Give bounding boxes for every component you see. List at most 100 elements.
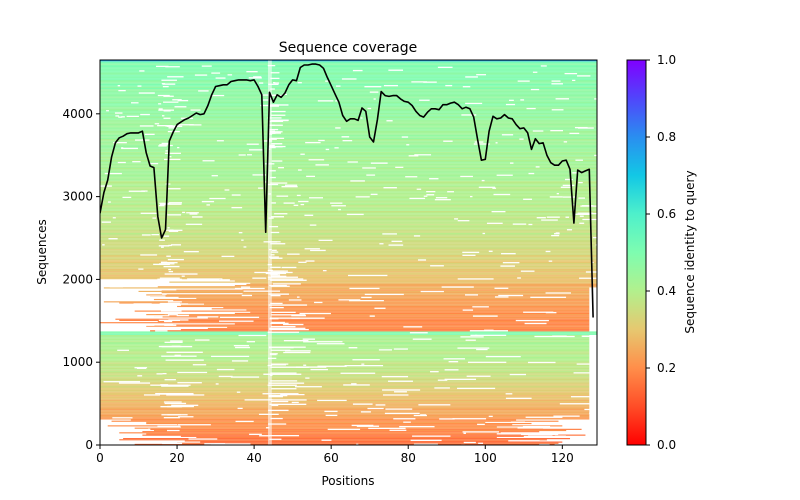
msa-gap <box>508 440 540 442</box>
msa-gap <box>517 80 530 82</box>
msa-band <box>100 227 597 229</box>
msa-gap <box>159 144 168 146</box>
msa-gap <box>252 277 267 279</box>
msa-gap <box>445 84 453 87</box>
msa-band <box>100 218 597 221</box>
msa-gap <box>147 428 151 430</box>
msa-gap <box>253 76 262 78</box>
msa-gap <box>270 366 309 368</box>
msa-gap <box>268 278 304 280</box>
msa-band <box>100 64 597 66</box>
msa-gap <box>564 178 573 181</box>
msa-gap <box>149 162 159 165</box>
msa-band <box>100 154 597 156</box>
msa-band <box>100 184 597 186</box>
msa-band <box>100 355 590 357</box>
msa-gap <box>170 340 183 342</box>
msa-gap <box>177 146 180 149</box>
msa-band <box>100 110 597 112</box>
msa-gap <box>481 179 485 182</box>
msa-gap <box>132 161 141 163</box>
msa-gap <box>338 299 361 301</box>
msa-band <box>100 339 590 341</box>
msa-gap <box>478 186 496 188</box>
msa-band <box>100 104 597 106</box>
msa-gap <box>555 98 570 100</box>
msa-band <box>100 115 597 117</box>
msa-band <box>100 229 597 231</box>
msa-band <box>100 134 597 136</box>
msa-band <box>100 84 597 86</box>
msa-gap <box>414 154 432 156</box>
msa-band <box>153 298 590 301</box>
msa-gap <box>342 140 353 142</box>
msa-gap <box>263 241 281 243</box>
msa-gap <box>103 381 141 383</box>
msa-gap <box>375 404 386 406</box>
msa-gap <box>118 89 126 92</box>
msa-gap <box>164 312 190 315</box>
msa-band <box>100 103 597 105</box>
colorbar-tick-label: 1.0 <box>657 53 676 67</box>
colorbar-tick-label: 0.2 <box>657 361 676 375</box>
msa-gap <box>235 346 250 349</box>
msa-gap <box>169 144 173 147</box>
msa-band <box>180 435 524 437</box>
msa-gap <box>349 287 380 290</box>
msa-gap <box>209 197 226 200</box>
msa-gap <box>161 142 169 145</box>
msa-band <box>107 425 563 427</box>
msa-gap <box>206 204 210 206</box>
msa-gap <box>244 399 273 401</box>
msa-gap <box>185 223 203 225</box>
msa-gap <box>270 216 285 218</box>
msa-gap <box>367 407 384 410</box>
msa-gap <box>325 148 330 151</box>
msa-gap <box>283 323 304 326</box>
msa-gap <box>551 234 560 237</box>
msa-gap <box>539 443 550 445</box>
msa-band <box>100 278 597 280</box>
y-tick-label: 3000 <box>62 190 93 204</box>
msa-gap <box>144 133 155 136</box>
msa-gap <box>267 117 282 119</box>
msa-gap <box>118 116 123 118</box>
msa-band <box>100 404 590 406</box>
msa-gap <box>270 302 283 305</box>
msa-band <box>100 179 597 181</box>
msa-gap <box>285 184 298 186</box>
msa-gap <box>385 408 413 410</box>
msa-gap <box>271 394 288 397</box>
msa-band <box>196 436 497 439</box>
msa-band <box>100 358 590 360</box>
msa-band <box>100 385 590 388</box>
msa-gap <box>509 99 514 101</box>
msa-gap <box>106 110 109 112</box>
msa-gap <box>370 162 388 164</box>
msa-gap <box>494 296 509 298</box>
msa-gap <box>194 339 210 341</box>
msa-gap <box>476 348 488 351</box>
msa-gap <box>267 331 300 333</box>
msa-band <box>100 220 597 222</box>
msa-gap <box>573 372 597 374</box>
msa-band <box>100 61 597 63</box>
msa-gap <box>579 222 585 224</box>
msa-band <box>100 169 597 171</box>
msa-band <box>100 359 590 361</box>
msa-gap <box>463 432 466 434</box>
msa-gap <box>309 197 323 199</box>
msa-gap <box>269 353 278 355</box>
msa-gap <box>128 190 145 192</box>
msa-gap <box>462 251 480 254</box>
msa-gap <box>444 378 477 380</box>
msa-gap <box>300 153 305 155</box>
msa-band <box>119 302 590 304</box>
msa-band <box>100 128 597 130</box>
msa-gap <box>465 102 483 105</box>
msa-gap <box>469 330 508 332</box>
msa-gap <box>285 350 311 352</box>
msa-gap <box>211 175 218 177</box>
msa-band <box>100 242 597 244</box>
msa-band <box>100 77 597 79</box>
